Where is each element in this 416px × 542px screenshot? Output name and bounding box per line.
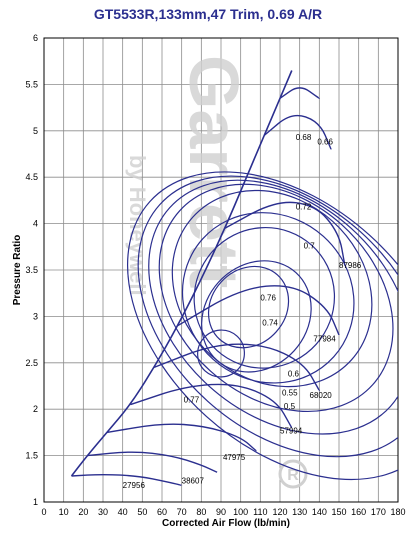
y-tick-label: 3.5 bbox=[25, 265, 38, 275]
annotation-label: 77984 bbox=[313, 334, 336, 343]
x-tick-label: 20 bbox=[78, 507, 88, 517]
x-tick-label: 60 bbox=[157, 507, 167, 517]
y-tick-label: 2.5 bbox=[25, 358, 38, 368]
speed-line-47975 bbox=[106, 423, 257, 452]
y-tick-label: 4 bbox=[33, 219, 38, 229]
y-tick-label: 1 bbox=[33, 497, 38, 507]
speed-line-7 bbox=[263, 114, 332, 150]
y-tick-label: 2 bbox=[33, 404, 38, 414]
plot-frame bbox=[43, 37, 399, 503]
annotation-label: 0.55 bbox=[282, 388, 298, 397]
x-tick-label: 90 bbox=[216, 507, 226, 517]
annotation-label: 0.68 bbox=[296, 133, 312, 142]
annotation-label: 0.7 bbox=[304, 242, 316, 251]
annotation-label: 0.76 bbox=[260, 294, 276, 303]
annotation-label: 38607 bbox=[182, 476, 205, 485]
speed-line-8 bbox=[279, 87, 320, 100]
x-tick-label: 40 bbox=[118, 507, 128, 517]
speed-line-27956 bbox=[71, 473, 183, 486]
x-tick-label: 120 bbox=[272, 507, 287, 517]
y-tick-label: 5 bbox=[33, 126, 38, 136]
annotation-label: 87986 bbox=[339, 261, 362, 270]
annotation-label: 47975 bbox=[223, 453, 246, 462]
efficiency-island-0-72 bbox=[193, 226, 336, 369]
efficiency-island-0-7 bbox=[181, 212, 355, 384]
annotation-label: 0.5 bbox=[284, 402, 296, 411]
annotation-label: 0.77 bbox=[184, 396, 200, 405]
x-tick-label: 130 bbox=[292, 507, 307, 517]
speed-line-38607 bbox=[87, 451, 218, 473]
y-tick-label: 3 bbox=[33, 311, 38, 321]
efficiency-island-0-68 bbox=[171, 189, 373, 388]
efficiency-island-0-55 bbox=[137, 175, 398, 458]
y-axis-label: Pressure Ratio bbox=[12, 235, 23, 306]
x-tick-label: 180 bbox=[390, 507, 405, 517]
speed-line-57994 bbox=[130, 383, 293, 429]
axis-layer: 0 10 20 30 40 50 60 70 80 90 100 110 120 130 140 150 160… bbox=[25, 33, 405, 517]
x-tick-label: 170 bbox=[371, 507, 386, 517]
svg-text:R: R bbox=[287, 467, 299, 484]
annotation-label: 0.66 bbox=[317, 138, 333, 147]
y-tick-label: 5.5 bbox=[25, 79, 38, 89]
x-tick-label: 70 bbox=[177, 507, 187, 517]
x-tick-label: 30 bbox=[98, 507, 108, 517]
x-tick-label: 110 bbox=[253, 507, 267, 517]
x-tick-label: 160 bbox=[351, 507, 366, 517]
x-tick-label: 150 bbox=[331, 507, 346, 517]
y-tick-label: 1.5 bbox=[25, 451, 38, 461]
efficiency-island-0-66 bbox=[158, 183, 394, 413]
x-axis-label: Corrected Air Flow (lb/min) bbox=[162, 518, 290, 529]
chart-title: GT5533R,133mm,47 Trim, 0.69 A/R bbox=[93, 6, 323, 22]
annotation-label: 57994 bbox=[280, 426, 303, 435]
x-tick-label: 80 bbox=[196, 507, 206, 517]
x-tick-label: 10 bbox=[59, 507, 69, 517]
y-tick-label: 6 bbox=[33, 33, 38, 43]
y-tick-label: 4.5 bbox=[25, 172, 38, 182]
x-tick-label: 50 bbox=[137, 507, 147, 517]
speed-line-77984 bbox=[177, 285, 340, 336]
label-layer: 87986 77984 68020 57994 47975 38607 27956 0.77 0… bbox=[123, 133, 362, 490]
speed-line-68020 bbox=[153, 343, 321, 392]
x-tick-label: 100 bbox=[233, 507, 248, 517]
efficiency-island-0-76 bbox=[207, 265, 290, 349]
annotation-label: 0.6 bbox=[288, 370, 300, 379]
data-layer bbox=[70, 70, 398, 486]
surge-line bbox=[70, 70, 293, 477]
annotation-label: 68020 bbox=[310, 391, 333, 400]
annotation-label: 0.74 bbox=[262, 319, 278, 328]
efficiency-island-0-6 bbox=[148, 179, 398, 435]
speed-line-87986 bbox=[224, 201, 346, 266]
registered-mark-icon: R bbox=[278, 459, 308, 489]
x-tick-label: 0 bbox=[41, 507, 46, 517]
efficiency-island-0-5 bbox=[127, 171, 398, 481]
x-tick-label: 140 bbox=[312, 507, 327, 517]
annotation-label: 27956 bbox=[123, 481, 146, 490]
annotation-label: 0.72 bbox=[296, 203, 312, 212]
